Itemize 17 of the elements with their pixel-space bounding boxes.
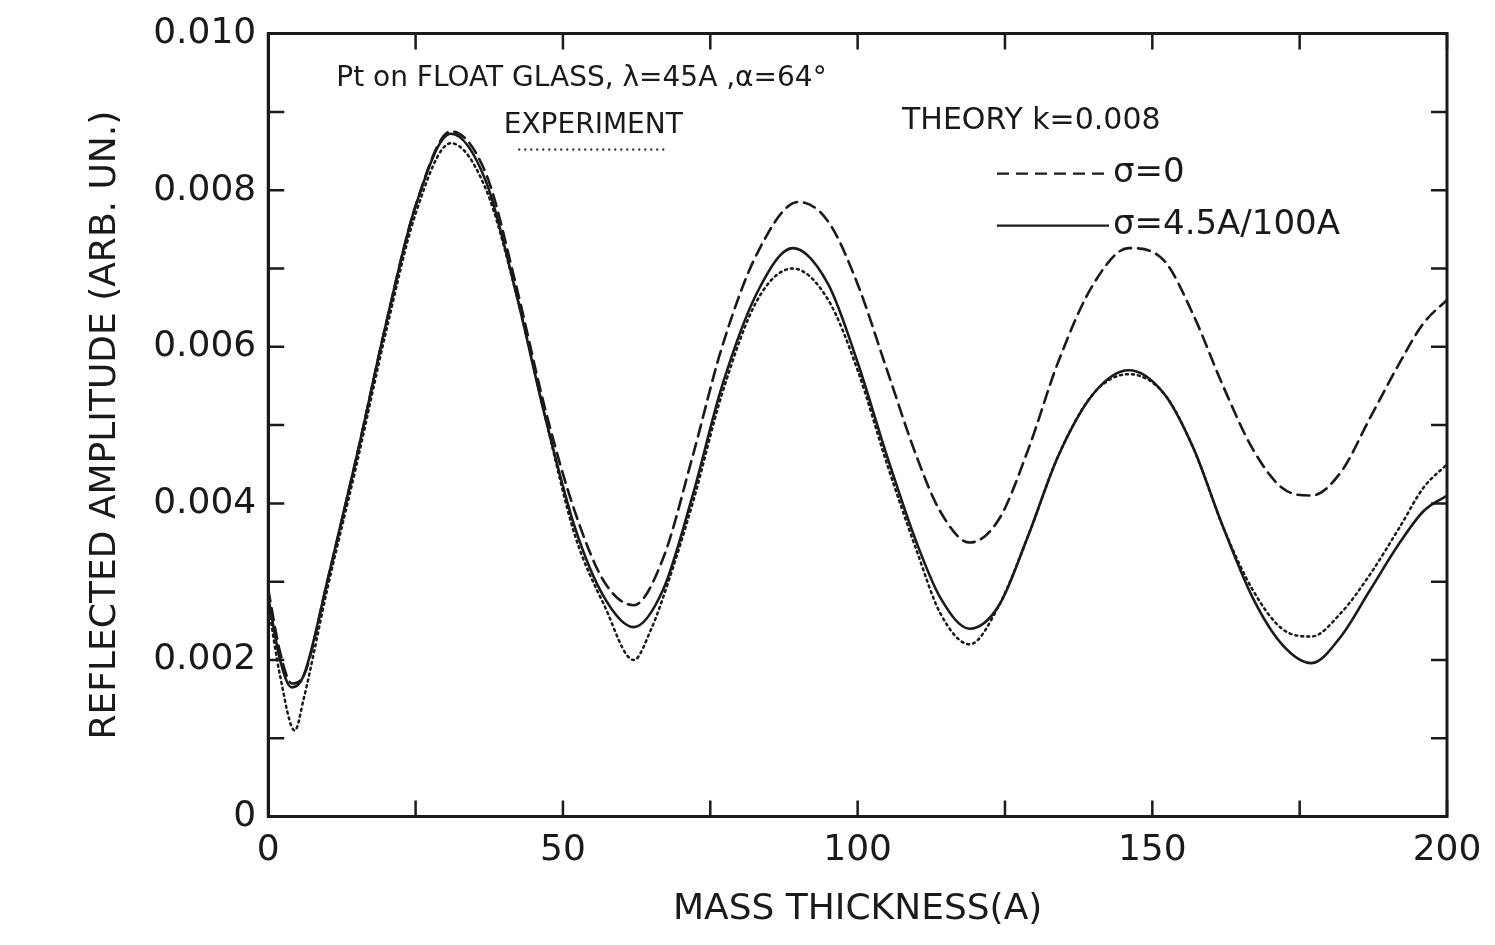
x-tick-label: 200 bbox=[1412, 826, 1482, 868]
y-tick-label: 0.002 bbox=[153, 636, 257, 678]
y-tick-label: 0.010 bbox=[153, 9, 257, 51]
legend-label: σ=0 bbox=[1113, 150, 1185, 191]
text: Pt on FLOAT GLASS, λ=45A ,α=64° bbox=[336, 59, 827, 93]
series-label: EXPERIMENT bbox=[503, 106, 684, 140]
x-tick-label: 100 bbox=[823, 826, 892, 868]
legend-title: THEORY k=0.008 bbox=[901, 101, 1161, 137]
y-tick-label: 0.008 bbox=[153, 166, 257, 208]
y-tick-label: 0.006 bbox=[153, 323, 257, 365]
y-axis-title: REFLECTED AMPLITUDE (ARB. UN.) bbox=[81, 110, 123, 740]
x-tick-label: 150 bbox=[1117, 826, 1187, 868]
legend-label: σ=4.5A/100A bbox=[1113, 202, 1340, 243]
y-tick-label: 0.004 bbox=[153, 479, 257, 521]
y-tick-label: 0 bbox=[233, 792, 257, 834]
x-axis-title: MASS THICKNESS(A) bbox=[672, 885, 1043, 927]
x-tick-label: 50 bbox=[540, 826, 586, 868]
